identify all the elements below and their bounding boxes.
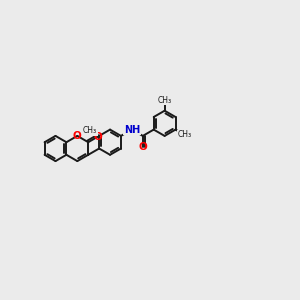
Text: CH₃: CH₃ [83,126,97,135]
Text: O: O [94,131,103,142]
Text: NH: NH [124,124,140,135]
Text: O: O [73,131,82,141]
Text: CH₃: CH₃ [178,130,192,139]
Text: CH₃: CH₃ [158,96,172,105]
Text: O: O [138,142,147,152]
